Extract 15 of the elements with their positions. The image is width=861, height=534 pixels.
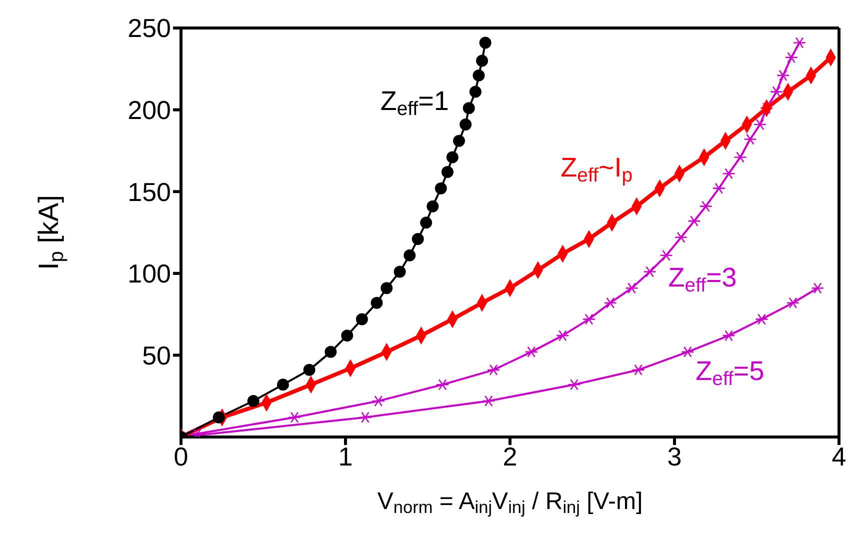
y-tick-label: 50	[142, 340, 171, 370]
y-tick-label: 100	[128, 258, 171, 289]
x-tick-label: 0	[174, 441, 188, 472]
y-tick-label: 250	[128, 13, 171, 44]
series-label: Z$_{eff}$~I$_{p}$	[560, 152, 633, 186]
y-tick-label: 200	[128, 95, 171, 126]
x-tick-label: 3	[667, 441, 682, 472]
y-tick-label: 150	[128, 176, 171, 207]
x-tick-label: 4	[832, 441, 846, 472]
x-tick-label: 1	[338, 441, 353, 472]
series-label: Z$_{eff}$=5	[696, 356, 764, 390]
series-label: Z$_{eff}$=3	[668, 262, 737, 296]
x-tick-label: 2	[502, 441, 518, 472]
series-label: Z$_{eff}$=1	[380, 86, 449, 120]
text: V$_{norm}$ = A$_{inj}$V$_{inj}$ / R$_{inj}$ [V-m]	[377, 488, 643, 518]
